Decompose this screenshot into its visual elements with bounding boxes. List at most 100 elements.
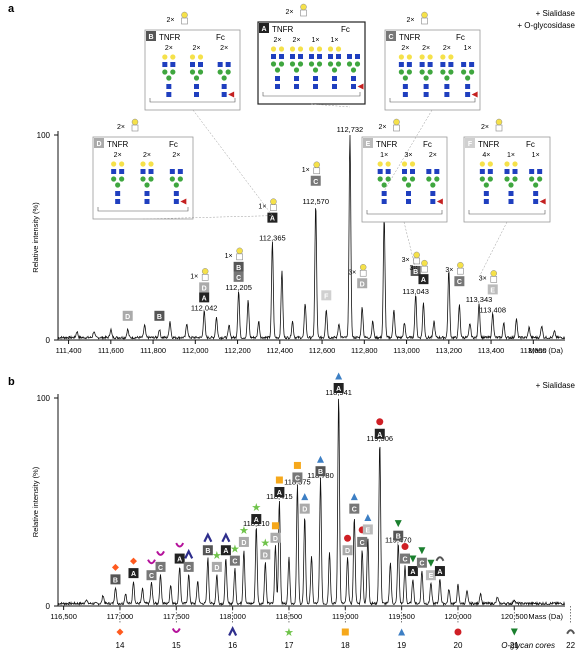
mannose-icon: [331, 67, 338, 73]
mannose-icon: [504, 176, 510, 182]
glcnac-icon: [313, 84, 318, 89]
mannose-icon: [308, 61, 315, 67]
mannose-icon: [289, 61, 296, 67]
glycoform-letter: A: [261, 26, 266, 33]
core-star-icon: ★: [284, 627, 294, 639]
x-tick-label: 113,200: [436, 346, 463, 355]
galactose-icon: [300, 3, 307, 11]
y-tick-label: 100: [37, 394, 51, 403]
glycoform-letter: E: [490, 287, 495, 294]
mannose-icon: [278, 61, 285, 67]
glycoform-marker: [357, 278, 368, 289]
mannose-icon: [479, 176, 485, 182]
x-tick-label: 113,000: [393, 346, 420, 355]
glcnac-icon: [279, 54, 284, 59]
galnac-icon: [413, 257, 420, 265]
glcnac-icon: [483, 199, 489, 204]
mannose-icon: [350, 67, 357, 73]
glcnac-icon: [381, 191, 387, 196]
glcnac-icon: [111, 169, 117, 174]
glycoform-letter: A: [336, 386, 341, 393]
fucose-icon: [471, 91, 478, 98]
glcnac-icon: [166, 84, 172, 89]
glcnac-icon: [140, 169, 146, 174]
galactose-icon: [406, 54, 412, 60]
core-triangle-down-icon: [418, 547, 426, 555]
glcnac-icon: [119, 169, 125, 174]
tnfr-label: TNFR: [272, 25, 294, 34]
glcnac-icon: [537, 169, 543, 174]
glycoform-letter: A: [437, 569, 442, 576]
glcnac-icon: [298, 54, 303, 59]
tnfr-label: TNFR: [478, 140, 500, 149]
mannose-icon: [533, 182, 539, 188]
glcnac-icon: [419, 62, 425, 67]
connector-line: [403, 221, 416, 270]
galactose-icon: [409, 161, 416, 167]
panel-label-a: a: [8, 3, 15, 15]
glcnac-icon: [170, 62, 176, 67]
mannose-icon: [434, 176, 440, 182]
glcnac-icon: [173, 199, 179, 204]
galactose-icon: [393, 118, 400, 126]
glcnac-icon: [508, 191, 514, 196]
glcnac-icon: [512, 169, 518, 174]
mannose-icon: [461, 69, 467, 75]
glycoform-marker: [220, 545, 231, 556]
galnac-count: 2×: [407, 17, 415, 24]
x-tick-label: 111,400: [56, 346, 82, 355]
galactose-icon: [131, 118, 139, 126]
peak-mass-label: 112,570: [302, 197, 329, 206]
glycoform-marker: [202, 545, 213, 556]
glycoform-marker: [310, 175, 321, 186]
x-tick-label: 113,600: [520, 346, 547, 355]
galnac-count: 3×: [348, 269, 356, 276]
glycoform-letter: E: [365, 527, 370, 534]
x-tick-label: 112,000: [182, 346, 209, 355]
glycoform-box-badge: [146, 31, 156, 41]
spectrum-trace: [57, 134, 565, 341]
glycoform-marker: [199, 292, 210, 303]
mannose-icon: [297, 61, 304, 67]
antenna-count: 3×: [405, 152, 413, 159]
glcnac-icon: [423, 92, 429, 97]
y-tick-label: 100: [37, 131, 51, 140]
glycoform-letter: D: [263, 552, 268, 559]
glcnac-icon: [275, 84, 280, 89]
x-tick-label: 116,500: [50, 612, 77, 621]
glycoform-marker: [122, 310, 133, 321]
glycoform-letter: B: [413, 269, 418, 276]
legend-entry: + O-glycosidase: [517, 21, 575, 30]
glycoform-marker: [270, 532, 281, 543]
glcnac-icon: [410, 169, 415, 174]
glycoform-letter: C: [402, 557, 407, 564]
mannose-icon: [225, 69, 231, 75]
galnac-count: 1×: [225, 253, 233, 260]
glycoform-letter: C: [352, 507, 357, 514]
glcnac-icon: [465, 84, 471, 89]
fc-label: Fc: [216, 33, 225, 42]
fc-label: Fc: [526, 140, 535, 149]
glycoform-letter: B: [396, 534, 401, 541]
glcnac-icon: [508, 199, 514, 204]
galactose-icon: [170, 54, 176, 60]
mannose-icon: [346, 61, 353, 67]
glycoform-letter: F: [468, 141, 473, 148]
glycoform-marker: [251, 514, 262, 525]
galnac-icon: [490, 276, 498, 283]
peak-mass-label: 112,732: [337, 125, 364, 134]
mannose-icon: [405, 182, 412, 188]
galactose-icon: [398, 54, 404, 60]
glcnac-icon: [483, 191, 489, 196]
antenna-count: 1×: [532, 152, 540, 159]
glycoform-marker: [174, 553, 185, 564]
glycoform-box-frame: [384, 29, 481, 111]
glcnac-icon: [144, 199, 150, 204]
glycoform-marker: [374, 428, 385, 439]
glcnac-icon: [426, 169, 432, 174]
glycoform-letter: A: [223, 548, 228, 555]
core-cup-icon: [171, 628, 181, 633]
fucose-icon: [436, 198, 443, 205]
x-tick-label: 111,800: [140, 346, 166, 355]
